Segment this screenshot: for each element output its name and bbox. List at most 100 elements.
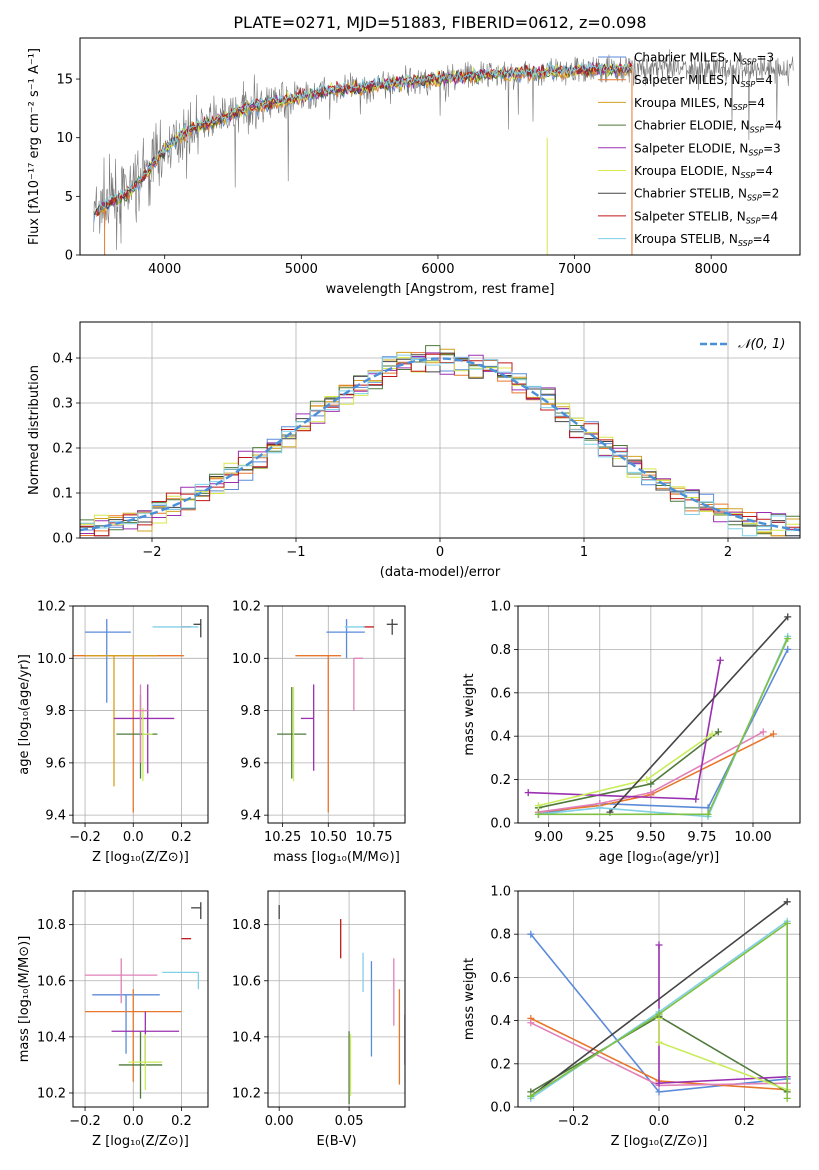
axes-frame: [267, 890, 406, 1108]
x-tick-label: 8000: [695, 262, 728, 277]
errorbar-point: [133, 684, 148, 763]
weight-point-marker: [655, 1079, 663, 1087]
y-tick-label: 0.0: [52, 532, 73, 547]
y-tick-label: 10.0: [37, 652, 66, 667]
weight-point-marker: [524, 789, 532, 797]
y-tick-label: 10.0: [232, 652, 261, 667]
model-spectrum-line: [98, 61, 633, 213]
errorbar-point: [191, 902, 202, 920]
y-tick-label: 9.4: [45, 809, 66, 824]
y-tick-label: 0.4: [490, 1014, 511, 1029]
weight-point-marker: [655, 1038, 663, 1046]
weight-point-marker: [708, 730, 716, 738]
y-tick-label: 10.2: [37, 1086, 66, 1101]
errorbar-point: [118, 1031, 163, 1099]
chart-panel-Z-mass: −0.2 0.0 0.2 10.2 10.4 10.6 10.8 Z [log₁₀(Z/Z⊙)…: [17, 890, 209, 1149]
chart-panel-mass-age: 10.25 10.50 10.75 9.4 9.6 9.8 10.0 10.2 mass [lo…: [232, 600, 406, 865]
x-tick-label: 0.2: [171, 830, 192, 845]
y-axis-label: mass [log₁₀(M/M⊙)]: [17, 936, 32, 1063]
weight-point-marker: [655, 941, 663, 949]
plot-area: [518, 891, 800, 1107]
weight-series-line: [538, 733, 774, 813]
y-tick-label: 10.2: [232, 1086, 261, 1101]
axes-frame: [79, 321, 801, 539]
axes-frame: [267, 605, 406, 824]
errorbar-point: [353, 657, 363, 711]
y-tick-label: 0.0: [490, 1101, 511, 1116]
plot-area: [93, 49, 794, 255]
x-tick-label: −1: [286, 545, 305, 560]
x-tick-label: 6000: [421, 262, 454, 277]
axes-frame: [517, 890, 801, 1108]
y-tick-label: 1.0: [490, 600, 511, 615]
plot-area: [268, 891, 405, 1107]
x-tick-label: 0.2: [734, 1114, 755, 1129]
chart-panel-Z-age: −0.2 0.0 0.2 9.4 9.6 9.8 10.0 10.2 Z [log₁₀(Z/Z⊙…: [17, 600, 209, 865]
x-tick-label: 0: [436, 545, 444, 560]
x-tick-label: 0.0: [649, 1114, 670, 1129]
weight-point-marker: [596, 804, 604, 812]
plot-area: [518, 606, 800, 823]
y-tick-label: 0.2: [490, 1057, 511, 1072]
x-tick-label: −0.2: [558, 1114, 590, 1129]
errorbar-point: [92, 994, 160, 1054]
axes-frame: [79, 37, 801, 256]
errorbar-point: [85, 655, 158, 787]
errorbar-point: [162, 971, 200, 990]
chart-panel-age-weight: 9.00 9.25 9.50 9.75 10.00 0.0 0.2 0.4 0.6 0.8 1.0 a…: [462, 600, 801, 865]
legend-label: Chabrier ELODIE, NSSP=4: [634, 119, 782, 135]
axes-frame: [72, 605, 209, 824]
x-tick-label: 0.2: [171, 1114, 192, 1129]
y-tick-label: 9.4: [240, 809, 261, 824]
legend-label: Kroupa MILES, NSSP=4: [634, 96, 765, 112]
x-tick-label: 0.00: [265, 1114, 294, 1129]
figure-title: PLATE=0271, MJD=51883, FIBERID=0612, z=0…: [233, 13, 646, 32]
errorbar-point: [113, 684, 175, 774]
errorbar-point: [85, 619, 131, 703]
residual-histogram: [80, 353, 800, 537]
chart-panel-EBV-mass: 0.00 0.05 10.2 10.4 10.6 10.8 E(B-V): [232, 890, 406, 1149]
x-tick-label: −0.2: [69, 830, 101, 845]
weight-point-marker: [647, 780, 655, 788]
weight-point-marker: [714, 728, 722, 736]
y-axis-label: Flux [fλ10⁻¹⁷ erg cm⁻² s⁻¹ A⁻¹]: [27, 48, 42, 245]
x-tick-label: 0.0: [123, 830, 144, 845]
y-tick-label: 0.6: [490, 686, 511, 701]
legend-label: Salpeter MILES, NSSP=4: [634, 73, 773, 89]
errorbar-point: [386, 619, 398, 635]
errorbar-point: [85, 989, 182, 1082]
x-tick-label: 0.0: [123, 1114, 144, 1129]
x-tick-label: 5000: [285, 262, 318, 277]
y-tick-label: 10: [56, 131, 73, 146]
x-axis-label: mass [log₁₀(M/M⊙)]: [273, 850, 400, 865]
weight-point-marker: [534, 810, 542, 818]
weight-point-marker: [655, 1088, 663, 1096]
axes-frame: [517, 605, 801, 824]
errorbar-point: [300, 684, 315, 771]
residual-histogram: [80, 345, 800, 535]
weight-point-marker: [769, 730, 777, 738]
errorbar-point: [277, 687, 307, 779]
y-tick-label: 9.6: [45, 756, 66, 771]
weight-series-line: [538, 731, 764, 813]
weight-point-marker: [783, 1094, 791, 1102]
y-tick-label: 10.2: [37, 600, 66, 615]
y-tick-label: 5: [65, 190, 73, 205]
residual-histogram: [80, 354, 800, 537]
weight-point-marker: [647, 789, 655, 797]
y-tick-label: 15: [56, 73, 73, 88]
x-tick-label: 10.25: [264, 830, 301, 845]
errorbar-point: [128, 1034, 163, 1091]
weight-point-marker: [704, 810, 712, 818]
y-tick-label: 10.4: [232, 1030, 261, 1045]
y-axis-label: Normed distribution: [27, 365, 42, 495]
x-tick-label: 1: [580, 545, 588, 560]
normal-pdf-line: [80, 357, 800, 532]
x-axis-label: age [log₁₀(age/yr)]: [599, 850, 720, 865]
y-tick-label: 0.2: [490, 773, 511, 788]
y-tick-label: 10.2: [232, 600, 261, 615]
x-tick-label: 7000: [558, 262, 591, 277]
errorbar-point: [326, 619, 365, 659]
weight-point-marker: [783, 898, 791, 906]
